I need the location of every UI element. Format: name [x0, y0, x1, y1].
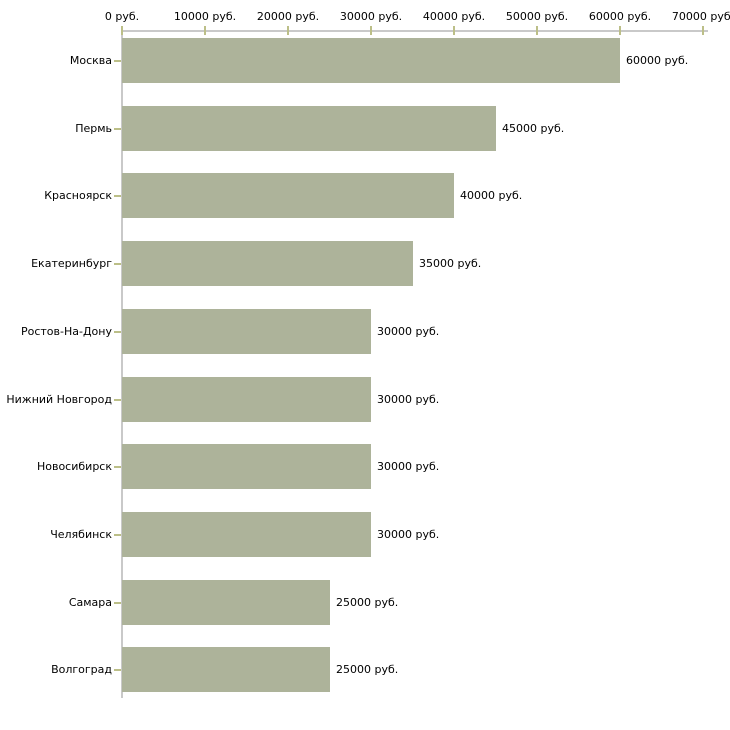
bar-value-label: 30000 руб. — [377, 393, 440, 406]
y-axis-category-label: Челябинск — [50, 528, 112, 541]
x-axis-tick-label: 10000 руб. — [173, 10, 237, 23]
x-axis-line — [121, 30, 708, 32]
bar-value-label: 30000 руб. — [377, 325, 440, 338]
y-axis-category-label: Самара — [68, 596, 112, 609]
bar — [122, 106, 496, 151]
bar — [122, 444, 371, 489]
bar — [122, 173, 454, 218]
y-axis-tick — [114, 263, 121, 265]
y-axis-category-label: Красноярск — [44, 189, 112, 202]
x-axis-tick — [453, 26, 455, 35]
x-axis-tick — [370, 26, 372, 35]
y-axis-tick — [114, 466, 121, 468]
x-axis-tick — [287, 26, 289, 35]
x-axis-tick-label: 60000 руб. — [588, 10, 652, 23]
y-axis-tick — [114, 534, 121, 536]
y-axis-tick — [114, 331, 121, 333]
bar — [122, 38, 620, 83]
y-axis-tick — [114, 195, 121, 197]
bar — [122, 309, 371, 354]
bar-value-label: 30000 руб. — [377, 460, 440, 473]
x-axis-tick — [204, 26, 206, 35]
y-axis-tick — [114, 399, 121, 401]
y-axis-tick — [114, 60, 121, 62]
x-axis-tick-label: 0 руб. — [104, 10, 140, 23]
y-axis-tick — [114, 128, 121, 130]
bar-value-label: 45000 руб. — [502, 122, 565, 135]
bar-value-label: 30000 руб. — [377, 528, 440, 541]
x-axis-tick-label: 70000 руб. — [671, 10, 730, 23]
bar — [122, 512, 371, 557]
y-axis-category-label: Новосибирск — [36, 460, 112, 473]
bar-value-label: 25000 руб. — [336, 596, 399, 609]
x-axis-tick-label: 20000 руб. — [256, 10, 320, 23]
bar-value-label: 60000 руб. — [626, 54, 689, 67]
bar — [122, 377, 371, 422]
x-axis-tick — [619, 26, 621, 35]
x-axis-tick-label: 40000 руб. — [422, 10, 486, 23]
x-axis-tick — [702, 26, 704, 35]
y-axis-tick — [114, 669, 121, 671]
bar — [122, 241, 413, 286]
y-axis-category-label: Екатеринбург — [31, 257, 112, 270]
y-axis-line — [121, 30, 123, 698]
x-axis-tick — [121, 26, 123, 35]
bar-value-label: 35000 руб. — [419, 257, 482, 270]
x-axis-tick — [536, 26, 538, 35]
bar — [122, 647, 330, 692]
bar — [122, 580, 330, 625]
y-axis-category-label: Волгоград — [51, 663, 112, 676]
y-axis-tick — [114, 602, 121, 604]
x-axis-tick-label: 30000 руб. — [339, 10, 403, 23]
bar-value-label: 40000 руб. — [460, 189, 523, 202]
bar-value-label: 25000 руб. — [336, 663, 399, 676]
y-axis-category-label: Пермь — [75, 122, 112, 135]
y-axis-category-label: Ростов-На-Дону — [20, 325, 112, 338]
y-axis-category-label: Нижний Новгород — [6, 393, 112, 406]
x-axis-tick-label: 50000 руб. — [505, 10, 569, 23]
y-axis-category-label: Москва — [69, 54, 112, 67]
